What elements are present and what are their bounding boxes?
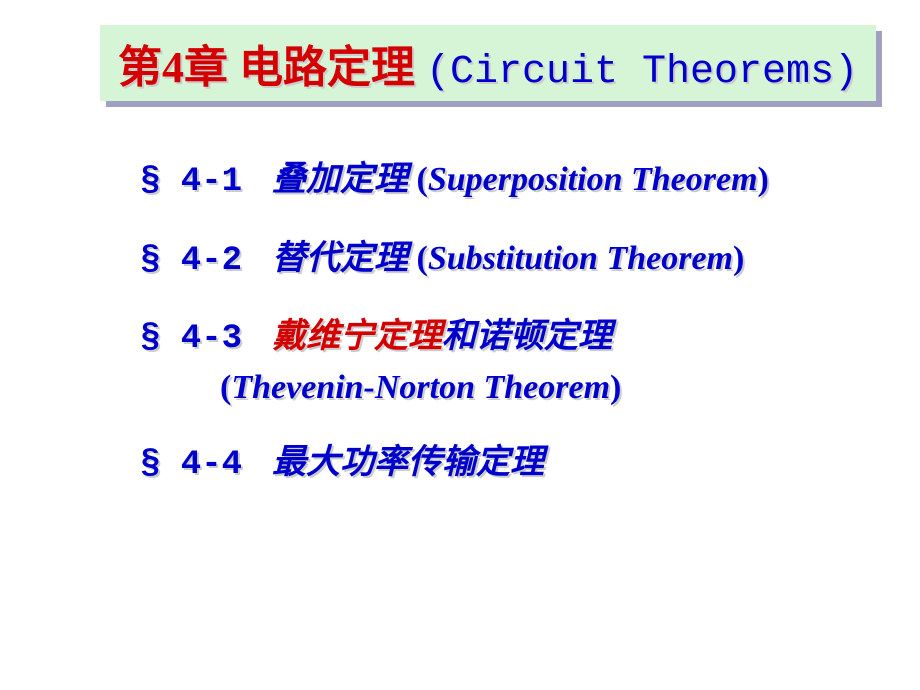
paren-open: ( (220, 369, 231, 406)
chapter-title-en: (Circuit Theorems) (426, 50, 858, 95)
slide: 第4章 电路定理 (Circuit Theorems) § 4-1叠加定理 (S… (0, 0, 920, 538)
section-4-3-sub: (Thevenin-Norton Theorem) (220, 369, 621, 406)
section-number: § 4-1 (140, 163, 242, 201)
section-4-4: § 4-4 最大功率传输定理 (140, 439, 890, 490)
title-container: 第4章 电路定理 (Circuit Theorems) (100, 25, 876, 101)
section-4-2: § 4-2 替代定理 (Substitution Theorem) (140, 235, 890, 286)
section-cn: 替代定理 (272, 240, 408, 277)
chapter-title-cn: 第4章 电路定理 (118, 43, 426, 92)
section-en: Superposition Theorem (428, 161, 758, 198)
title-box: 第4章 电路定理 (Circuit Theorems) (100, 25, 876, 101)
section-en: Substitution Theorem (428, 240, 733, 277)
section-number: § 4-2 (140, 242, 242, 280)
paren-close: ) (733, 240, 744, 277)
section-number: § 4-3 (140, 320, 242, 358)
section-en: Thevenin-Norton Theorem (231, 369, 610, 406)
section-cn: 最大功率传输定理 (272, 444, 544, 481)
paren-close: ) (758, 161, 769, 198)
section-4-3: § 4-3 戴维宁定理和诺顿定理 (Thevenin-Norton Theorem… (140, 313, 890, 411)
section-cn-red: 戴维宁定理 (272, 318, 442, 355)
content: § 4-1叠加定理 (Superposition Theorem) § 4-2替… (140, 156, 890, 490)
paren-close: ) (610, 369, 621, 406)
section-number: § 4-4 (140, 446, 242, 484)
section-4-1: § 4-1 叠加定理 (Superposition Theorem) (140, 156, 890, 207)
section-cn: 叠加定理 (272, 161, 408, 198)
paren-open: ( (408, 240, 428, 277)
paren-open: ( (408, 161, 428, 198)
section-cn-blue: 和诺顿定理 (442, 318, 612, 355)
